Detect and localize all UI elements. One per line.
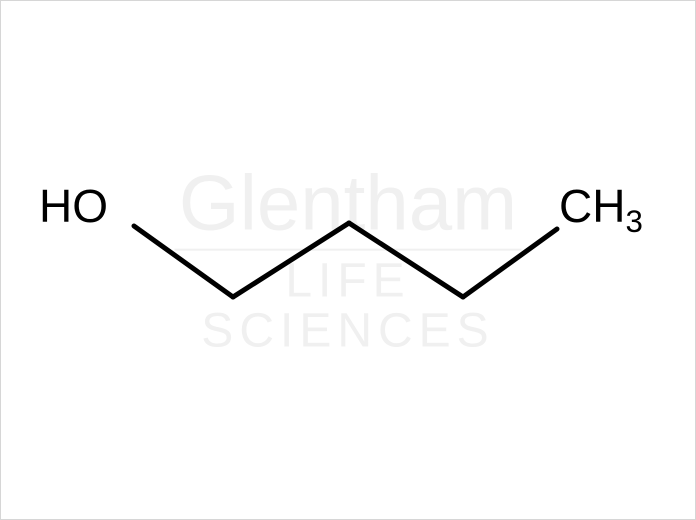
bond-line [463,229,557,297]
atom-label-ch3: CH3 [559,179,643,233]
bond-lines [134,223,557,297]
bond-line [233,223,349,297]
figure-canvas: Glentham LIFE SCIENCES HO CH3 [0,0,696,520]
molecule-structure [1,1,696,520]
atom-label-oh: HO [39,179,108,233]
bond-line [134,226,233,297]
bond-line [349,223,463,297]
